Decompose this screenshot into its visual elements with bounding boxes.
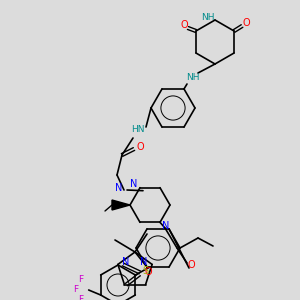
Text: O: O	[180, 20, 188, 30]
Text: NH: NH	[186, 74, 200, 82]
Text: F: F	[78, 275, 83, 284]
Text: O: O	[242, 18, 250, 28]
Text: S: S	[142, 266, 148, 276]
Text: O: O	[144, 267, 152, 278]
Text: N: N	[140, 257, 148, 267]
Text: N: N	[162, 221, 170, 231]
Text: N: N	[122, 257, 130, 267]
Polygon shape	[112, 200, 130, 210]
Text: NH: NH	[201, 14, 215, 22]
Text: O: O	[187, 260, 195, 270]
Text: F: F	[78, 296, 83, 300]
Text: HN: HN	[131, 125, 145, 134]
Text: O: O	[136, 142, 144, 152]
Text: N: N	[115, 183, 123, 193]
Text: N: N	[130, 179, 138, 189]
Text: F: F	[73, 286, 78, 295]
